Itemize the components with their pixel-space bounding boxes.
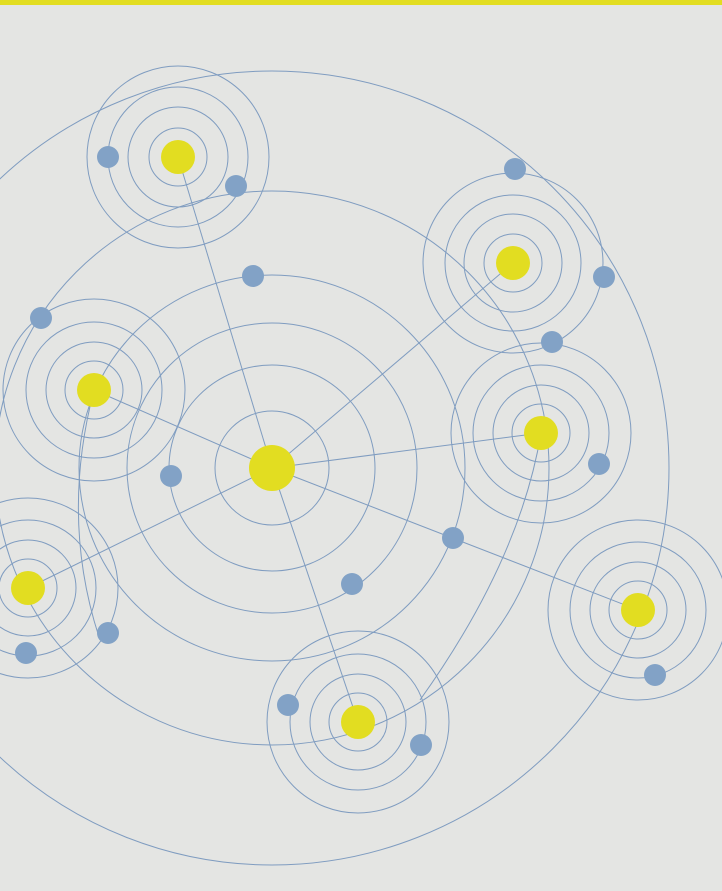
hub-node (341, 705, 375, 739)
cluster-ring (148, 127, 208, 187)
cluster-ring (64, 360, 124, 420)
orbit-cluster-1 (86, 65, 270, 249)
satellite-node (644, 664, 666, 686)
cluster-ring (450, 342, 632, 524)
orbit-ring-6 (0, 70, 670, 866)
cluster-ring (86, 65, 270, 249)
orbit-cluster-2 (422, 158, 615, 354)
arc-link (77, 389, 101, 641)
cluster-ring (483, 233, 543, 293)
top-accent-bar (0, 0, 722, 5)
cluster-ring (547, 519, 722, 701)
orbit-ring-3 (126, 322, 418, 614)
cluster-ring (45, 341, 143, 439)
connector-line-3 (93, 389, 273, 469)
satellite-node (588, 453, 610, 475)
cluster-ring (472, 364, 610, 502)
satellite-node (442, 527, 464, 549)
orbit-cluster-6 (547, 519, 722, 701)
hub-node (496, 246, 530, 280)
central-hub-node (249, 445, 295, 491)
connector-line-5 (27, 467, 273, 589)
satellite-node (15, 642, 37, 664)
hub-node (524, 416, 558, 450)
cluster-ring (492, 384, 590, 482)
cluster-ring (127, 106, 229, 208)
cluster-ring (0, 539, 77, 637)
satellite-node (277, 694, 299, 716)
large-orbit-rings (0, 70, 670, 866)
arc-link (419, 432, 542, 701)
hub-node (161, 140, 195, 174)
satellite-node (97, 622, 119, 644)
satellite-node (225, 175, 247, 197)
satellite-node (160, 465, 182, 487)
orbit-cluster-3 (2, 298, 186, 482)
satellite-node (242, 265, 264, 287)
cluster-ring (444, 194, 582, 332)
cluster-ring (463, 213, 563, 313)
hub-node (11, 571, 45, 605)
hub-node (621, 593, 655, 627)
satellite-node (97, 146, 119, 168)
cluster-ring (289, 653, 427, 791)
cluster-ring (2, 298, 186, 482)
orbit-cluster-7 (266, 630, 450, 814)
connector-line-1 (177, 156, 273, 469)
satellite-node (30, 307, 52, 329)
connector-line-4 (271, 432, 542, 469)
satellite-node (410, 734, 432, 756)
satellite-node (341, 573, 363, 595)
cluster-ring (266, 630, 450, 814)
satellite-node (504, 158, 526, 180)
cluster-ring (569, 541, 707, 679)
cluster-ring (309, 673, 407, 771)
cluster-ring (589, 561, 687, 659)
orbit-cluster-4 (450, 331, 632, 524)
orbit-ring-1 (214, 410, 330, 526)
cluster-ring (0, 558, 58, 618)
cluster-ring (608, 580, 668, 640)
orbit-clusters (0, 65, 722, 814)
orbit-ring-5 (0, 190, 550, 746)
hub-node (77, 373, 111, 407)
connector-line-2 (271, 262, 514, 469)
cluster-ring (511, 403, 571, 463)
satellite-node (593, 266, 615, 288)
orbit-cluster-5 (0, 497, 119, 679)
connector-line-6 (271, 467, 359, 723)
cluster-ring (328, 692, 388, 752)
cluster-ring (25, 321, 163, 459)
orbit-ring-4 (78, 274, 466, 662)
cluster-ring (0, 497, 119, 679)
satellite-node (541, 331, 563, 353)
